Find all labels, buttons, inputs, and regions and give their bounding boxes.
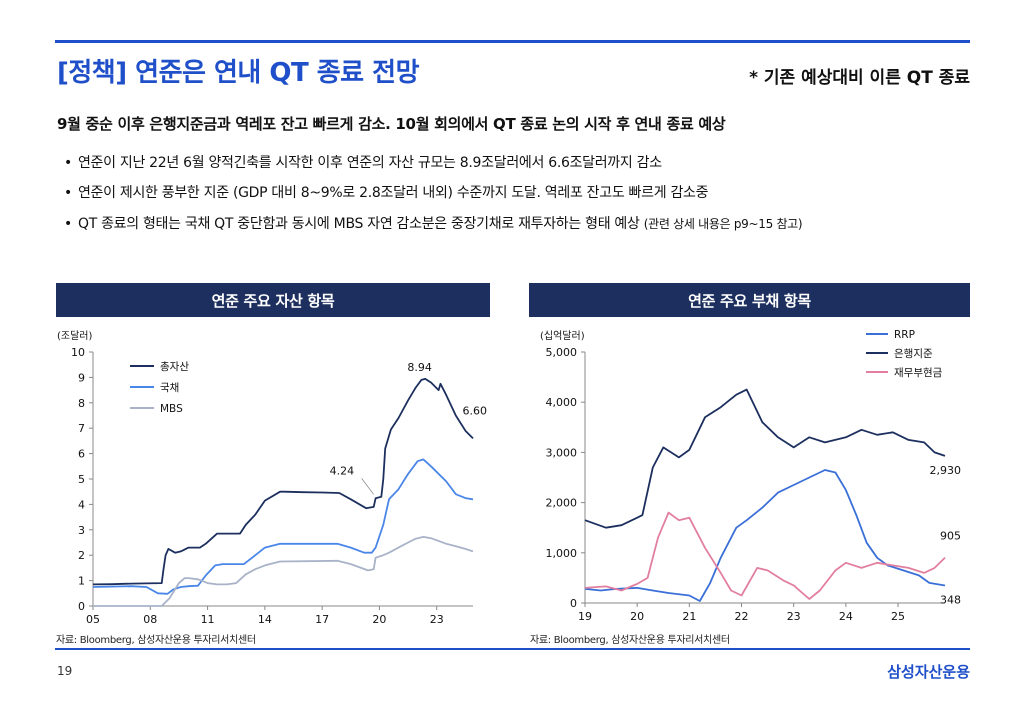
bullet-dot: •	[64, 155, 72, 171]
legend-label: 은행지준	[894, 348, 933, 360]
x-tick-label: 08	[143, 613, 157, 626]
y-tick-label: 5	[78, 473, 85, 486]
x-tick-label: 24	[839, 610, 853, 623]
brand-logo: 삼성자산운용	[887, 663, 970, 681]
series-line-MBS	[93, 536, 474, 607]
data-label-leader	[361, 478, 374, 495]
y-tick-label: 8	[78, 397, 85, 410]
headline: 9월 중순 이후 은행지준금과 역레포 잔고 빠르게 감소. 10월 회의에서 …	[57, 115, 726, 133]
series-line-RRP	[584, 469, 946, 602]
y-tick-label: 0	[570, 597, 577, 610]
x-tick-label: 25	[891, 610, 905, 623]
title-note: * 기존 예상대비 이른 QT 종료	[749, 68, 970, 88]
bullet-note: (관련 상세 내용은 p9~15 참고)	[643, 217, 803, 231]
y-tick-label: 3,000	[546, 446, 578, 459]
series-line-은행지준	[584, 388, 946, 529]
data-label: 8.94	[407, 361, 432, 374]
y-tick-label: 0	[78, 600, 85, 613]
asset-chart-title: 연준 주요 자산 항목	[56, 283, 490, 317]
x-tick-label: 14	[258, 613, 272, 626]
x-tick-label: 05	[86, 613, 100, 626]
x-tick-label: 23	[787, 610, 801, 623]
y-tick-label: 4	[78, 498, 85, 511]
y-tick-label: 7	[78, 422, 85, 435]
y-axis-label: (조달러)	[57, 330, 93, 342]
liability-chart-title: 연준 주요 부채 항목	[529, 283, 970, 317]
y-axis-label: (십억달러)	[540, 330, 585, 342]
y-tick-label: 1,000	[546, 547, 578, 560]
page-title: [정책] 연준은 연내 QT 종료 전망	[57, 58, 419, 88]
x-tick-label: 20	[372, 613, 386, 626]
liability-chart: 0 1,000 2,000 3,000 4,000 5,000 19 20 21 22 23 24 25…	[540, 329, 961, 623]
series-line-총자산	[92, 378, 474, 586]
bottom-rule	[55, 648, 970, 650]
bullet-dot: •	[64, 185, 72, 201]
series-line-국채	[92, 458, 474, 595]
bullet-dot: •	[64, 216, 72, 232]
y-tick-label: 5,000	[546, 346, 578, 359]
y-tick-label: 1	[78, 575, 85, 588]
y-tick-label: 2	[78, 549, 85, 562]
x-tick-label: 17	[315, 613, 329, 626]
data-label: 6.60	[463, 404, 488, 417]
series-line-재무부현금	[584, 511, 946, 600]
bullet-item: • 연준이 지난 22년 6월 양적긴축를 시작한 이후 연준의 자산 규모는 8…	[64, 152, 662, 172]
data-label: 2,930	[930, 464, 962, 477]
bullet-item: • 연준이 제시한 풍부한 지준 (GDP 대비 8~9%로 2.8조달러 내외)…	[64, 182, 709, 202]
bullet-text: 연준이 제시한 풍부한 지준 (GDP 대비 8~9%로 2.8조달러 내외) …	[77, 185, 709, 201]
bullet-text: 연준이 지난 22년 6월 양적긴축를 시작한 이후 연준의 자산 규모는 8.…	[77, 155, 662, 171]
asset-source: 자료: Bloomberg, 삼성자산운용 투자리서치센터	[56, 635, 256, 646]
y-tick-label: 9	[78, 371, 85, 384]
top-rule	[55, 40, 970, 43]
data-label: 905	[940, 530, 961, 543]
x-tick-label: 22	[735, 610, 749, 623]
legend-label: MBS	[160, 403, 183, 415]
x-tick-label: 23	[430, 613, 444, 626]
x-tick-label: 20	[630, 610, 644, 623]
data-label: 4.24	[330, 464, 355, 477]
legend-label: 재무부현금	[894, 367, 943, 379]
legend-label: RRP	[894, 329, 915, 341]
y-tick-label: 10	[71, 346, 85, 359]
x-tick-label: 11	[201, 613, 215, 626]
x-tick-label: 21	[682, 610, 696, 623]
y-tick-label: 3	[78, 524, 85, 537]
y-tick-label: 6	[78, 448, 85, 461]
x-tick-label: 19	[578, 610, 592, 623]
page-number: 19	[57, 664, 73, 678]
data-label: 348	[940, 594, 961, 607]
bullet-item: • QT 종료의 형태는 국채 QT 중단함과 동시에 MBS 자연 감소분은 중…	[64, 213, 803, 233]
y-tick-label: 4,000	[546, 396, 578, 409]
y-tick-label: 2,000	[546, 497, 578, 510]
liability-source: 자료: Bloomberg, 삼성자산운용 투자리서치센터	[530, 635, 730, 646]
bullet-text: QT 종료의 형태는 국채 QT 중단함과 동시에 MBS 자연 감소분은 중장…	[77, 216, 640, 232]
legend-label: 총자산	[160, 361, 189, 373]
legend-label: 국채	[160, 382, 179, 394]
